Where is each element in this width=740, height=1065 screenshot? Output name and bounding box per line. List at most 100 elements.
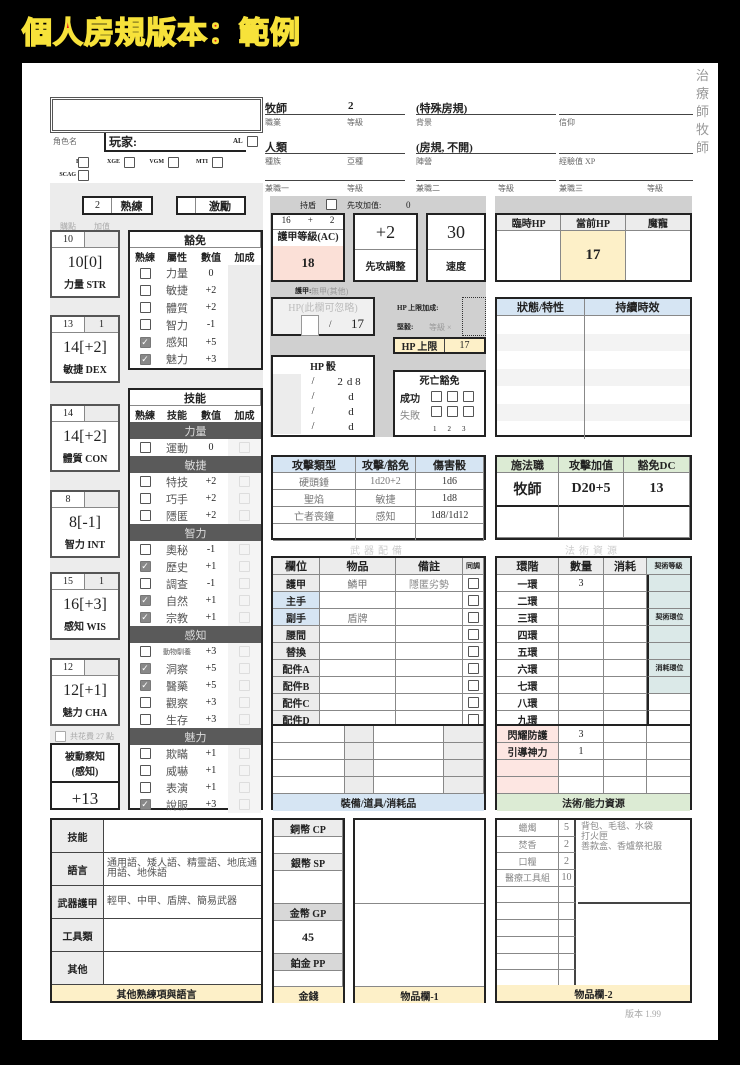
attack-cell[interactable]: 亡者喪鐘 <box>273 507 356 524</box>
proficiency-checkbox[interactable] <box>139 765 151 776</box>
resource-count[interactable]: 3 <box>559 726 604 743</box>
equipment-note[interactable] <box>396 677 463 694</box>
info-field[interactable]: (特殊房規) <box>416 100 556 115</box>
ability-base[interactable]: 10 <box>52 232 85 248</box>
death-save-checkbox[interactable] <box>463 406 474 417</box>
skill-bonus-box[interactable] <box>239 782 250 793</box>
source-checkbox[interactable] <box>78 170 89 181</box>
item-cell[interactable] <box>273 743 345 760</box>
shield-checkbox[interactable] <box>326 199 337 210</box>
proficiency-checkbox[interactable] <box>139 353 151 365</box>
ability-bonus[interactable]: 1 <box>85 574 118 590</box>
pact-cell[interactable] <box>647 592 690 609</box>
pact-cell[interactable] <box>647 643 690 660</box>
condition-cell[interactable] <box>497 421 585 439</box>
attunement-checkbox[interactable] <box>467 645 479 657</box>
resource-count[interactable] <box>559 760 604 777</box>
resource-extra[interactable] <box>647 726 690 743</box>
item2-qty[interactable]: 2 <box>559 836 576 854</box>
skill-bonus-box[interactable] <box>239 442 250 453</box>
point-total-checkbox[interactable] <box>55 731 66 742</box>
attunement-checkbox[interactable] <box>467 611 479 623</box>
al-checkbox[interactable] <box>247 136 258 147</box>
proficiency-checkbox[interactable] <box>139 544 151 555</box>
source-checkbox[interactable] <box>212 157 223 168</box>
duration-cell[interactable] <box>585 403 690 421</box>
proficiency-checkbox[interactable] <box>139 714 151 725</box>
equipment-item[interactable] <box>320 626 396 643</box>
info-field[interactable]: 人類 <box>265 139 405 154</box>
equipment-item[interactable] <box>320 592 396 609</box>
attack-cell[interactable]: 1d6 <box>416 473 484 490</box>
attunement-checkbox[interactable] <box>467 628 479 640</box>
equipment-note[interactable] <box>396 694 463 711</box>
slot-used[interactable] <box>604 592 647 609</box>
attunement-checkbox[interactable] <box>467 679 479 691</box>
item-area[interactable] <box>355 904 484 987</box>
proficiency-checkbox[interactable] <box>139 284 151 296</box>
[interactable] <box>497 507 559 538</box>
death-save-checkbox[interactable] <box>447 391 458 402</box>
item2-name[interactable]: 焚香 <box>497 836 559 854</box>
item-qty[interactable] <box>345 777 374 794</box>
ability-base[interactable]: 14 <box>52 406 85 422</box>
resource-extra[interactable] <box>647 777 690 794</box>
resource-extra[interactable] <box>647 760 690 777</box>
proficiency-checkbox[interactable] <box>139 595 151 606</box>
attunement-checkbox[interactable] <box>467 662 479 674</box>
equipment-item[interactable] <box>320 677 396 694</box>
duration-cell[interactable] <box>585 351 690 369</box>
slot-count[interactable]: 3 <box>559 575 604 592</box>
death-save-checkbox[interactable] <box>431 406 442 417</box>
condition-cell[interactable] <box>497 333 585 351</box>
item2-qty[interactable]: 10 <box>559 870 576 887</box>
item2-qty[interactable] <box>559 936 576 954</box>
save-bonus[interactable] <box>228 316 261 334</box>
source-checkbox[interactable] <box>168 157 179 168</box>
slot-count[interactable] <box>559 677 604 694</box>
save-bonus[interactable] <box>228 264 261 282</box>
item2-name[interactable] <box>497 936 559 954</box>
proficiency-row-value[interactable] <box>104 919 261 952</box>
item2-name[interactable] <box>497 920 559 937</box>
hp-input[interactable] <box>301 315 319 336</box>
item-cell[interactable] <box>374 726 444 743</box>
resource-count[interactable]: 1 <box>559 743 604 760</box>
money-value[interactable] <box>274 971 343 987</box>
attack-cell[interactable]: 硬頭錘 <box>273 473 356 490</box>
save-bonus[interactable] <box>228 350 261 368</box>
attack-cell[interactable] <box>356 524 416 541</box>
pact-cell[interactable] <box>647 677 690 694</box>
death-save-checkbox[interactable] <box>431 391 442 402</box>
equipment-item[interactable] <box>320 694 396 711</box>
condition-cell[interactable] <box>497 386 585 404</box>
proficiency-checkbox[interactable] <box>139 302 151 313</box>
item-area[interactable] <box>355 820 484 904</box>
skill-bonus-box[interactable] <box>239 663 250 674</box>
item-cell[interactable] <box>273 760 345 777</box>
proficiency-checkbox[interactable] <box>139 748 151 759</box>
item-qty[interactable] <box>345 726 374 743</box>
equipment-item[interactable]: 鱗甲 <box>320 575 396 592</box>
proficiency-checkbox[interactable] <box>139 336 151 348</box>
attack-cell[interactable]: 1d8/1d12 <box>416 507 484 524</box>
resource-used[interactable] <box>604 726 647 743</box>
save-bonus[interactable] <box>228 333 261 351</box>
ability-bonus[interactable] <box>85 660 118 676</box>
info-field[interactable] <box>559 100 693 115</box>
skill-bonus-box[interactable] <box>239 476 250 487</box>
equipment-item[interactable] <box>320 643 396 660</box>
resource-used[interactable] <box>604 760 647 777</box>
item2-qty[interactable] <box>559 886 576 904</box>
inspiration-value[interactable] <box>178 198 196 213</box>
skill-bonus-box[interactable] <box>239 578 250 589</box>
skill-bonus-box[interactable] <box>239 510 250 521</box>
slot-count[interactable] <box>559 609 604 626</box>
item-qty[interactable] <box>444 726 484 743</box>
item2-name[interactable] <box>497 903 559 921</box>
info-field[interactable]: (房規, 不開) <box>416 139 556 154</box>
item-cell[interactable] <box>273 726 345 743</box>
resource-count[interactable] <box>559 777 604 794</box>
skill-bonus-box[interactable] <box>239 612 250 623</box>
slot-used[interactable] <box>604 609 647 626</box>
